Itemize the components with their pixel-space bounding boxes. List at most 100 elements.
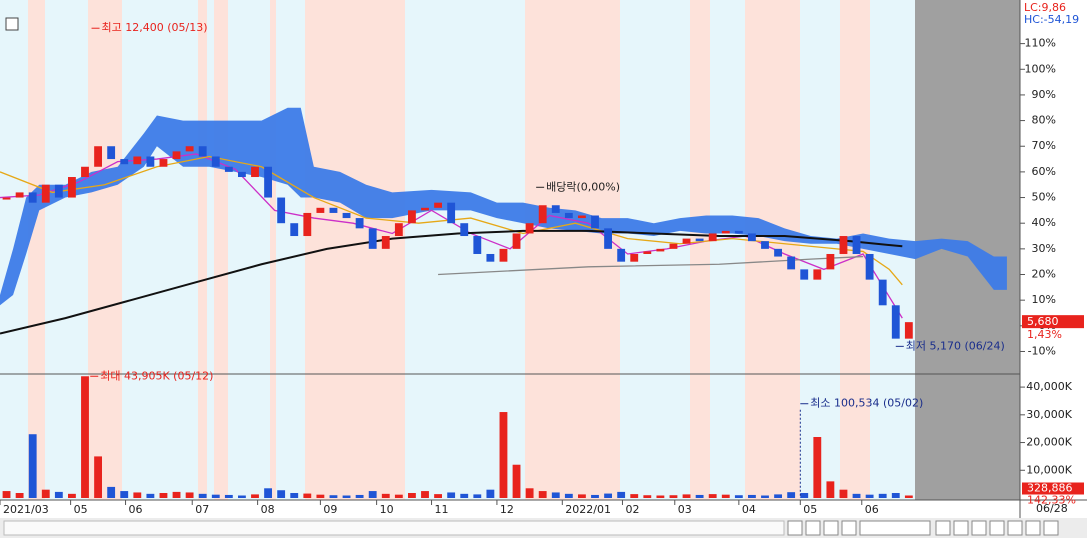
volume-bar bbox=[2, 491, 11, 498]
candle bbox=[264, 166, 272, 198]
button[interactable] bbox=[805, 520, 821, 536]
menu-icon[interactable] bbox=[5, 17, 19, 31]
candle bbox=[94, 146, 102, 167]
annotation: 배당락(0,00%) bbox=[546, 180, 620, 193]
volume-bar bbox=[617, 491, 626, 498]
x-tick-label: 06 bbox=[129, 503, 143, 516]
hc-label: HC:-54,19 bbox=[1024, 13, 1079, 26]
volume-bar bbox=[852, 493, 861, 498]
band bbox=[198, 0, 207, 500]
x-tick-label: 09 bbox=[323, 503, 337, 516]
candle bbox=[15, 192, 24, 198]
volume-bar bbox=[368, 491, 377, 498]
candle bbox=[826, 253, 835, 270]
volume-bar bbox=[94, 456, 102, 498]
button[interactable] bbox=[841, 520, 857, 536]
volume-bar bbox=[813, 437, 822, 498]
volume-bar bbox=[159, 493, 168, 498]
volume-bar bbox=[198, 493, 207, 498]
zoom-slider[interactable] bbox=[859, 520, 931, 536]
volume-bar bbox=[277, 490, 286, 498]
candle bbox=[381, 236, 390, 249]
y-tick-label: 90% bbox=[1032, 88, 1056, 101]
volume-bar bbox=[329, 495, 338, 498]
volume-box bbox=[1022, 482, 1084, 495]
button[interactable] bbox=[1007, 520, 1023, 536]
candle bbox=[512, 233, 521, 249]
x-tick-label: 06 bbox=[865, 503, 879, 516]
annotation: 최고 12,400 (05/13) bbox=[102, 21, 208, 34]
candle bbox=[394, 223, 403, 237]
volume-bar bbox=[185, 492, 194, 498]
button[interactable] bbox=[953, 520, 969, 536]
button[interactable] bbox=[1025, 520, 1041, 536]
volume-bar bbox=[748, 494, 756, 498]
candle bbox=[120, 159, 129, 165]
volume-bar bbox=[538, 491, 547, 498]
volume-bar bbox=[682, 494, 691, 498]
button[interactable] bbox=[935, 520, 951, 536]
candle bbox=[355, 218, 364, 229]
volume-bar bbox=[839, 489, 848, 498]
candle bbox=[185, 146, 194, 152]
candle bbox=[172, 151, 181, 160]
candle bbox=[107, 146, 116, 160]
volume-bar bbox=[826, 481, 835, 498]
band bbox=[28, 0, 45, 500]
candle bbox=[499, 248, 508, 262]
cloud bbox=[0, 107, 1007, 306]
button[interactable] bbox=[787, 520, 803, 536]
y-tick-label: 10% bbox=[1032, 293, 1056, 306]
x-tick-label: 2022/01 bbox=[565, 503, 611, 516]
candle bbox=[721, 230, 730, 234]
candle bbox=[434, 202, 442, 208]
candle bbox=[761, 241, 769, 249]
volume-bar bbox=[669, 495, 678, 498]
scroll-track[interactable] bbox=[3, 520, 785, 536]
candle bbox=[277, 197, 286, 224]
x-tick-label: 08 bbox=[261, 503, 275, 516]
candle bbox=[81, 166, 89, 178]
x-tick-label: 11 bbox=[435, 503, 449, 516]
candle bbox=[41, 184, 50, 203]
volume-bar bbox=[512, 464, 521, 498]
band bbox=[214, 0, 228, 500]
candle bbox=[708, 233, 717, 242]
volume-bar bbox=[264, 488, 272, 498]
band bbox=[88, 0, 122, 500]
button[interactable] bbox=[971, 520, 987, 536]
candle bbox=[224, 166, 233, 172]
volume-current: 328,886 bbox=[1027, 482, 1073, 495]
x-tick-label: 02 bbox=[625, 503, 639, 516]
band bbox=[690, 0, 710, 500]
volume-bar bbox=[251, 494, 259, 498]
candle bbox=[290, 223, 299, 237]
current-date: 06/28 bbox=[1036, 502, 1068, 515]
candle bbox=[891, 305, 900, 339]
volume-bar bbox=[643, 495, 652, 498]
button[interactable] bbox=[823, 520, 839, 536]
x-tick-label: 03 bbox=[678, 503, 692, 516]
candle bbox=[695, 238, 704, 242]
volume-bar bbox=[774, 494, 782, 498]
candle bbox=[852, 236, 861, 254]
candle bbox=[2, 197, 11, 200]
volume-bar bbox=[68, 493, 76, 498]
annotation: 최저 5,170 (06/24) bbox=[906, 339, 1005, 352]
annotation: 최대 43,905K (05/12) bbox=[100, 369, 213, 382]
x-tick-label: 05 bbox=[803, 503, 817, 516]
y-tick-label: 30,000K bbox=[1026, 408, 1072, 421]
volume-bar bbox=[120, 491, 129, 498]
volume-bar bbox=[721, 494, 730, 498]
candle bbox=[669, 243, 678, 249]
button[interactable] bbox=[989, 520, 1005, 536]
y-tick-label: 60% bbox=[1032, 165, 1056, 178]
candle bbox=[146, 156, 155, 167]
volume-bar bbox=[656, 495, 665, 498]
x-tick-label: 04 bbox=[742, 503, 756, 516]
candle bbox=[865, 253, 874, 280]
button[interactable] bbox=[1043, 520, 1059, 536]
candle bbox=[748, 233, 756, 242]
volume-bar bbox=[28, 434, 37, 498]
